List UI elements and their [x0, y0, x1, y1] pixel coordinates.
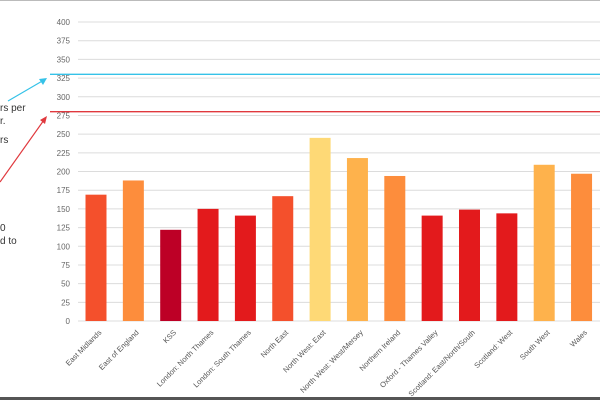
x-tick-label: KSS: [161, 328, 178, 345]
x-tick-label: North West: West/Mersey: [298, 328, 365, 395]
annotation-arrow: [7, 79, 45, 102]
y-tick-label: 400: [57, 18, 71, 27]
y-tick-label: 200: [57, 168, 71, 177]
y-tick-label: 350: [57, 55, 71, 64]
y-tick-label: 50: [61, 280, 70, 289]
x-tick-label: Scotland: East/North/South: [407, 328, 477, 398]
y-tick-label: 125: [57, 224, 71, 233]
annotation-arrow: [0, 119, 45, 183]
annotation-text-3: 0 d to: [0, 223, 17, 247]
y-tick-label: 300: [57, 93, 71, 102]
bar: [459, 209, 480, 321]
arrow-head-icon: [39, 78, 47, 85]
y-tick-label: 75: [61, 261, 70, 270]
bar: [346, 158, 368, 321]
y-tick-label: 100: [57, 242, 71, 251]
bar: [160, 229, 182, 321]
bar: [571, 173, 593, 321]
y-tick-label: 250: [57, 130, 71, 139]
y-tick-label: 175: [57, 186, 71, 195]
y-tick-label: 0: [66, 317, 71, 326]
annotation-text-1: rs per r.: [0, 103, 26, 127]
bar: [197, 208, 219, 321]
bar: [85, 194, 107, 321]
bar: [272, 196, 294, 321]
bar: [421, 215, 443, 321]
arrow-head-icon: [40, 116, 47, 124]
bar: [122, 180, 144, 321]
bar: [384, 175, 406, 321]
annotation-text-2: rs: [0, 135, 9, 146]
bar: [234, 215, 256, 321]
y-tick-label: 375: [57, 37, 71, 46]
x-tick-label: South West: [518, 327, 552, 361]
bar: [533, 164, 555, 321]
x-tick-label: North East: [259, 327, 291, 359]
bar: [309, 137, 331, 321]
window-bottom-border: [0, 397, 600, 400]
x-tick-label: Scotland: West: [472, 327, 515, 370]
x-tick-label: Wales: [568, 328, 589, 349]
x-tick-label: East Midlands: [64, 328, 104, 368]
y-tick-label: 275: [57, 111, 71, 120]
x-tick-label: East of England: [97, 328, 141, 372]
y-tick-label: 225: [57, 149, 71, 158]
y-tick-label: 150: [57, 205, 71, 214]
y-tick-label: 325: [57, 74, 71, 83]
y-tick-label: 25: [61, 298, 70, 307]
bar: [496, 213, 518, 321]
